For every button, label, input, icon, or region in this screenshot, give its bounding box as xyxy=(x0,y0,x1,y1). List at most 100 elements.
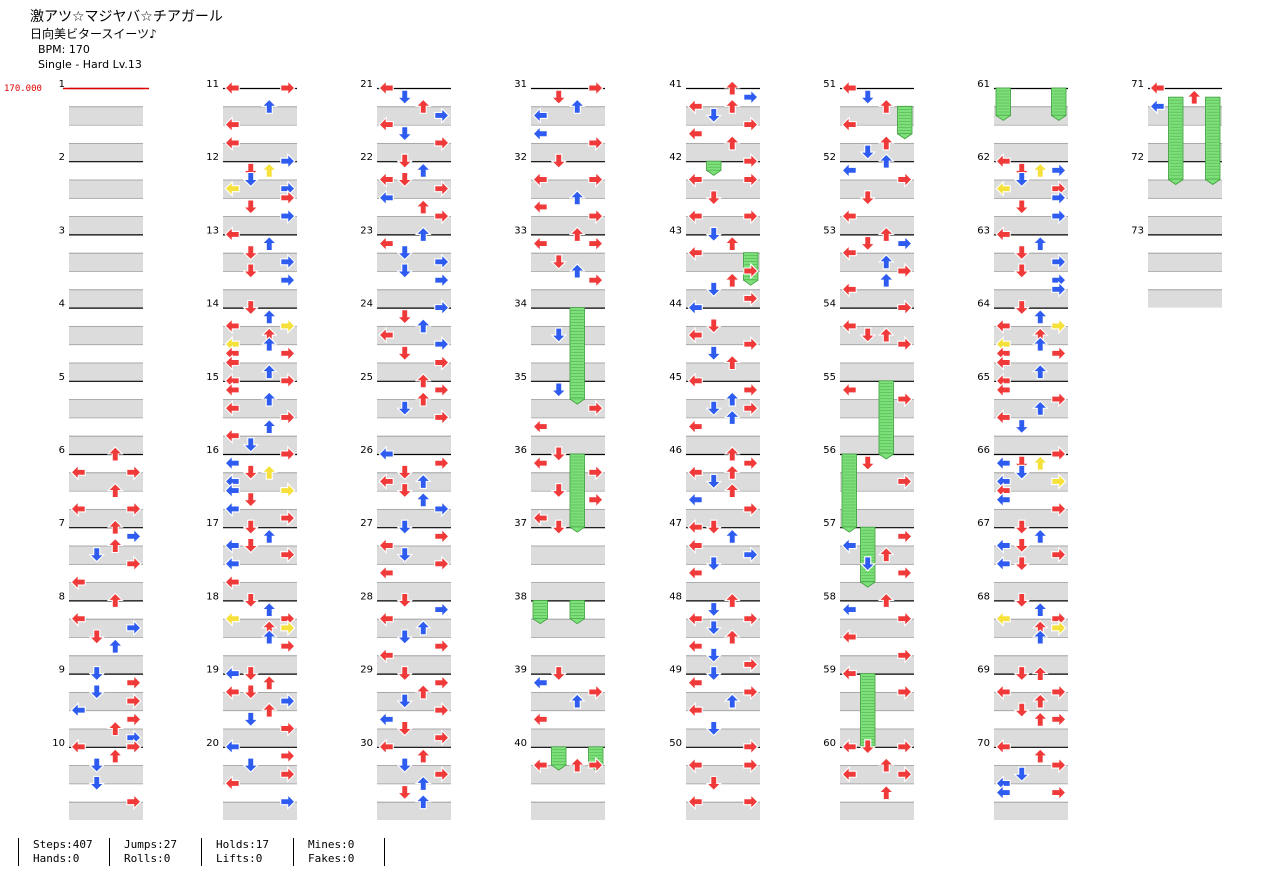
beat-shade xyxy=(531,179,605,198)
beat-shade xyxy=(994,362,1068,381)
arrow-right-icon xyxy=(434,555,450,573)
beat-shade xyxy=(69,106,143,125)
beat-shade xyxy=(377,545,451,564)
arrow-left-icon xyxy=(687,701,703,719)
beat-shade xyxy=(686,252,760,271)
arrow-left-icon xyxy=(841,628,857,646)
beat-shade xyxy=(840,545,914,564)
arrow-down-icon xyxy=(88,629,106,645)
arrow-left-icon xyxy=(224,134,240,152)
beat-shade xyxy=(69,618,143,637)
arrow-right-icon xyxy=(434,528,450,545)
arrow-down-icon xyxy=(396,629,414,645)
measure-1: 1 xyxy=(59,79,143,162)
beat-shade xyxy=(69,325,143,345)
arrow-left-icon xyxy=(532,171,548,188)
arrow-down-icon xyxy=(242,171,260,188)
beat-shade xyxy=(223,142,297,162)
stats-col-mines: Mines:0 Fakes:0 xyxy=(293,838,398,866)
arrow-up-icon xyxy=(106,537,124,554)
arrow-left-icon xyxy=(841,665,857,682)
arrow-right-icon xyxy=(280,720,296,737)
measure-66: 66 xyxy=(977,445,1068,528)
arrow-down-icon xyxy=(396,309,414,325)
arrow-right-icon xyxy=(126,674,142,692)
beat-shade xyxy=(686,362,760,381)
arrow-left-icon xyxy=(687,299,703,316)
arrow-right-icon xyxy=(743,88,759,106)
arrow-left-icon xyxy=(995,738,1011,756)
measure-36: 36 xyxy=(514,445,605,528)
measure-number: 14 xyxy=(206,299,219,310)
measure-60: 60 xyxy=(823,738,914,820)
arrow-left-icon xyxy=(378,473,394,490)
measure-number: 67 xyxy=(977,518,990,529)
arrow-right-icon xyxy=(280,345,296,362)
arrow-right-icon xyxy=(434,207,450,225)
arrow-left-icon xyxy=(378,738,394,756)
beat-shade xyxy=(531,362,605,381)
arrow-up-icon xyxy=(723,482,741,499)
measure-49: 49 xyxy=(669,665,760,747)
hold-note xyxy=(706,160,722,176)
arrow-right-icon xyxy=(434,253,450,271)
beat-shade xyxy=(377,289,451,308)
arrow-right-icon xyxy=(1051,390,1067,408)
measure-number: 26 xyxy=(360,445,373,456)
beat-shade xyxy=(840,618,914,637)
arrow-left-icon xyxy=(224,500,240,518)
beat-shade xyxy=(223,655,297,674)
beat-shade xyxy=(69,801,143,820)
arrow-up-icon xyxy=(414,318,432,334)
beat-shade xyxy=(840,691,914,711)
arrow-right-icon xyxy=(1051,162,1067,179)
arrow-right-icon xyxy=(743,683,759,701)
arrow-down-icon xyxy=(396,547,414,563)
beat-shade xyxy=(840,765,914,784)
beat-shade xyxy=(69,289,143,308)
arrow-right-icon xyxy=(280,619,296,637)
arrow-up-icon xyxy=(260,601,278,618)
beat-shade xyxy=(69,399,143,418)
arrow-up-icon xyxy=(568,757,586,773)
arrow-right-icon xyxy=(280,692,296,710)
arrow-left-icon xyxy=(841,116,857,133)
arrow-down-icon xyxy=(550,153,568,169)
arrow-up-icon xyxy=(723,464,741,480)
arrow-right-icon xyxy=(897,765,913,783)
beat-shade xyxy=(531,252,605,271)
arrow-right-icon xyxy=(434,335,450,353)
measure-number: 4 xyxy=(59,299,65,310)
measure-59: 59 xyxy=(823,665,914,747)
beat-shade xyxy=(686,545,760,564)
bpm-label: BPM: 170 xyxy=(38,43,90,56)
measure-number: 39 xyxy=(514,665,527,676)
arrow-up-icon xyxy=(260,391,278,407)
arrow-down-icon xyxy=(1013,199,1031,215)
arrow-up-icon xyxy=(1031,665,1049,682)
arrow-up-icon xyxy=(260,363,278,380)
beat-shade xyxy=(1148,252,1222,271)
beat-shade xyxy=(686,655,760,674)
arrow-down-icon xyxy=(550,666,568,682)
arrow-left-icon xyxy=(687,418,703,435)
arrow-right-icon xyxy=(743,793,759,811)
measure-15: 15 xyxy=(206,372,297,454)
arrow-right-icon xyxy=(126,711,142,728)
beat-shade xyxy=(686,142,760,162)
measure-number: 34 xyxy=(514,299,527,310)
beat-shade xyxy=(531,618,605,637)
beat-shade xyxy=(840,582,914,601)
arrow-left-icon xyxy=(532,235,548,252)
arrow-down-icon xyxy=(1013,300,1031,316)
arrow-left-icon xyxy=(995,491,1011,509)
measure-number: 59 xyxy=(823,665,836,676)
arrow-left-icon xyxy=(378,326,394,344)
arrow-left-icon xyxy=(224,180,240,197)
arrow-right-icon xyxy=(1051,253,1067,271)
measure-21: 21 xyxy=(360,79,451,162)
arrow-right-icon xyxy=(280,152,296,170)
measure-number: 5 xyxy=(59,372,65,383)
arrow-left-icon xyxy=(378,171,394,188)
step-chart: 1 2 3 4 5 6 7 8 9 10 11 12 13 14 15 16 17 18 19 20 21 22 23 24 2… xyxy=(52,79,1222,820)
